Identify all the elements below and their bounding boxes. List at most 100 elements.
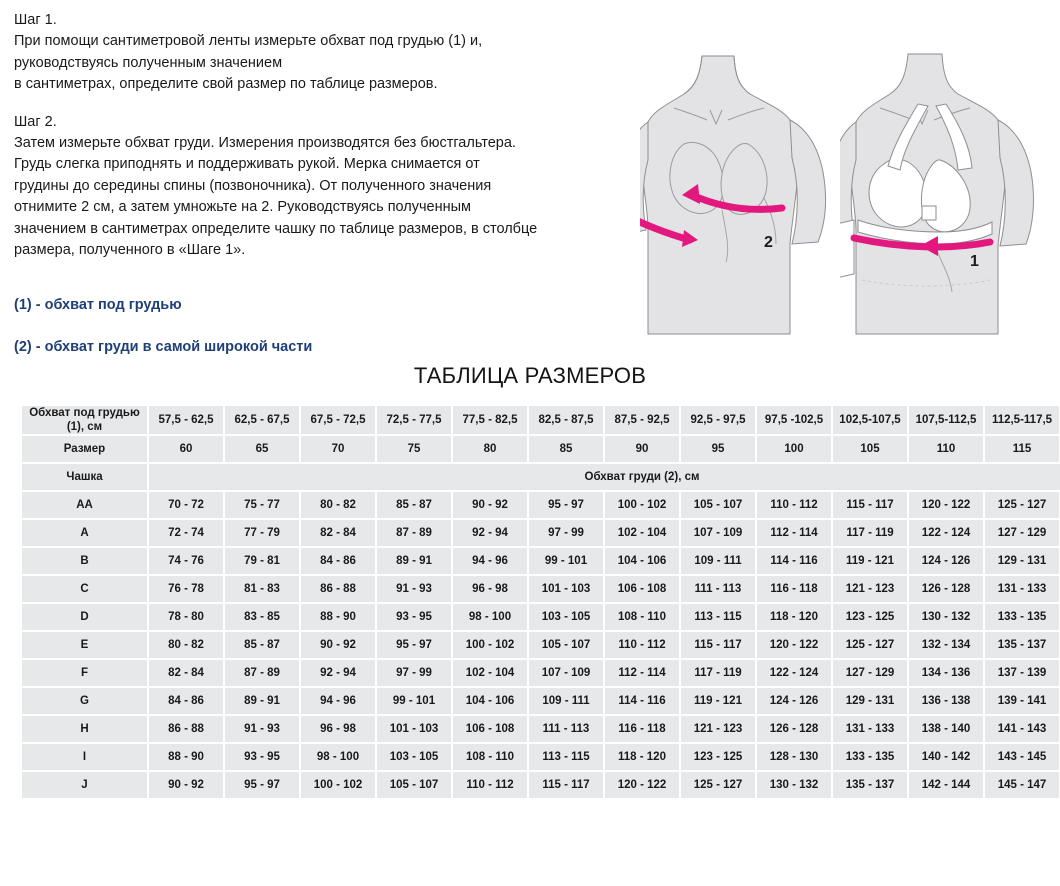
bust-cell-AA-95: 105 - 107 (681, 492, 755, 518)
bust-cell-C-110: 126 - 128 (909, 576, 983, 602)
row-sizes: Размер6065707580859095100105110115120 (22, 436, 1060, 462)
bust-cell-H-85: 111 - 113 (529, 716, 603, 742)
bust-cell-AA-75: 85 - 87 (377, 492, 451, 518)
bust-cell-AA-65: 75 - 77 (225, 492, 299, 518)
bust-cell-A-100: 112 - 114 (757, 520, 831, 546)
bust-cell-E-70: 90 - 92 (301, 632, 375, 658)
bust-cell-H-80: 106 - 108 (453, 716, 527, 742)
bust-cell-C-60: 76 - 78 (149, 576, 223, 602)
bust-cell-A-75: 87 - 89 (377, 520, 451, 546)
bust-cell-D-85: 103 - 105 (529, 604, 603, 630)
bust-cell-AA-110: 120 - 122 (909, 492, 983, 518)
cup-label-D: D (22, 604, 147, 630)
instructions-block: Шаг 1. При помощи сантиметровой ленты из… (14, 10, 654, 278)
bust-cell-I-80: 108 - 110 (453, 744, 527, 770)
step-2-line-3: грудины до середины спины (позвоночника)… (14, 177, 492, 194)
table-row: D 78 - 80 83 - 85 88 - 90 93 - 95 98 - 100 103… (22, 604, 1060, 630)
bust-cell-H-75: 101 - 103 (377, 716, 451, 742)
table-row: F 82 - 84 87 - 89 92 - 94 97 - 99 102 - 104 10… (22, 660, 1060, 686)
table-row: E 80 - 82 85 - 87 90 - 92 95 - 97 100 - 102 10… (22, 632, 1060, 658)
underbust-range-4: 77,5 - 82,5 (453, 406, 527, 434)
size-value-100: 100 (757, 436, 831, 462)
bust-cell-J-105: 135 - 137 (833, 772, 907, 798)
bust-cell-J-80: 110 - 112 (453, 772, 527, 798)
bust-cell-G-90: 114 - 116 (605, 688, 679, 714)
underbust-range-9: 102,5-107,5 (833, 406, 907, 434)
bust-cell-F-115: 137 - 139 (985, 660, 1059, 686)
bust-cell-B-80: 94 - 96 (453, 548, 527, 574)
torso-with-bra-illustration (840, 53, 1034, 335)
underbust-range-3: 72,5 - 77,5 (377, 406, 451, 434)
bust-cell-C-100: 116 - 118 (757, 576, 831, 602)
bust-cell-F-70: 92 - 94 (301, 660, 375, 686)
bust-cell-H-100: 126 - 128 (757, 716, 831, 742)
step-2-line-4: отнимите 2 см, а затем умножьте на 2. Ру… (14, 199, 472, 215)
row-cup-banner: Чашка Обхват груди (2), см (22, 464, 1060, 490)
bust-cell-A-115: 127 - 129 (985, 520, 1059, 546)
bust-cell-AA-90: 100 - 102 (605, 492, 679, 518)
underbust-range-8: 97,5 -102,5 (757, 406, 831, 434)
underbust-range-11: 112,5-117,5 (985, 406, 1059, 434)
bust-cell-E-95: 115 - 117 (681, 632, 755, 658)
bust-cell-B-85: 99 - 101 (529, 548, 603, 574)
step-2-title: Шаг 2. (14, 113, 57, 130)
bust-cell-I-70: 98 - 100 (301, 744, 375, 770)
bust-cell-C-95: 111 - 113 (681, 576, 755, 602)
bust-cell-J-100: 130 - 132 (757, 772, 831, 798)
cup-label-C: C (22, 576, 147, 602)
bust-cell-F-75: 97 - 99 (377, 660, 451, 686)
underbust-range-1: 62,5 - 67,5 (225, 406, 299, 434)
bust-cell-G-95: 119 - 121 (681, 688, 755, 714)
table-row: G 84 - 86 89 - 91 94 - 96 99 - 101 104 - 106 1… (22, 688, 1060, 714)
bust-cell-G-110: 136 - 138 (909, 688, 983, 714)
bust-cell-F-95: 117 - 119 (681, 660, 755, 686)
bust-cell-A-110: 122 - 124 (909, 520, 983, 546)
underbust-range-0: 57,5 - 62,5 (149, 406, 223, 434)
bust-cell-I-105: 133 - 135 (833, 744, 907, 770)
bust-cell-G-105: 129 - 131 (833, 688, 907, 714)
bust-cell-F-85: 107 - 109 (529, 660, 603, 686)
bust-cell-I-60: 88 - 90 (149, 744, 223, 770)
bust-cell-H-115: 141 - 143 (985, 716, 1059, 742)
bust-cell-I-115: 143 - 145 (985, 744, 1059, 770)
bust-cell-J-115: 145 - 147 (985, 772, 1059, 798)
step-1-line-1: При помощи сантиметровой ленты измерьте … (14, 33, 483, 49)
bust-cell-C-90: 106 - 108 (605, 576, 679, 602)
bust-cell-C-65: 81 - 83 (225, 576, 299, 602)
size-value-80: 80 (453, 436, 527, 462)
bust-cell-A-85: 97 - 99 (529, 520, 603, 546)
figure-label-2: 2 (764, 234, 773, 251)
bust-cell-E-90: 110 - 112 (605, 632, 679, 658)
cup-label-AA: AA (22, 492, 147, 518)
bust-cell-F-105: 127 - 129 (833, 660, 907, 686)
size-value-90: 90 (605, 436, 679, 462)
bust-cell-F-60: 82 - 84 (149, 660, 223, 686)
cup-label-E: E (22, 632, 147, 658)
bust-cell-A-90: 102 - 104 (605, 520, 679, 546)
bust-cell-E-75: 95 - 97 (377, 632, 451, 658)
bust-cell-B-75: 89 - 91 (377, 548, 451, 574)
bust-cell-B-65: 79 - 81 (225, 548, 299, 574)
cup-label-B: B (22, 548, 147, 574)
back-strap-arrow (640, 218, 698, 247)
size-value-70: 70 (301, 436, 375, 462)
cup-label-I: I (22, 744, 147, 770)
bust-cell-J-95: 125 - 127 (681, 772, 755, 798)
cup-label-G: G (22, 688, 147, 714)
cup-label-F: F (22, 660, 147, 686)
bust-cell-D-115: 133 - 135 (985, 604, 1059, 630)
row-underbust-ranges: Обхват под грудью (1), см 57,5 - 62,5 62,5… (22, 406, 1060, 434)
size-chart-table: Обхват под грудью (1), см 57,5 - 62,5 62,5… (20, 404, 1060, 800)
bust-cell-I-100: 128 - 130 (757, 744, 831, 770)
bust-cell-F-110: 134 - 136 (909, 660, 983, 686)
size-value-85: 85 (529, 436, 603, 462)
step-2-block: Шаг 2. Затем измерьте обхват груди. Изме… (14, 112, 654, 262)
bust-cell-AA-85: 95 - 97 (529, 492, 603, 518)
bust-cell-C-80: 96 - 98 (453, 576, 527, 602)
bust-cell-F-90: 112 - 114 (605, 660, 679, 686)
bust-cell-AA-80: 90 - 92 (453, 492, 527, 518)
bust-cell-E-110: 132 - 134 (909, 632, 983, 658)
bust-cell-B-110: 124 - 126 (909, 548, 983, 574)
bust-cell-B-95: 109 - 111 (681, 548, 755, 574)
bust-cell-D-100: 118 - 120 (757, 604, 831, 630)
